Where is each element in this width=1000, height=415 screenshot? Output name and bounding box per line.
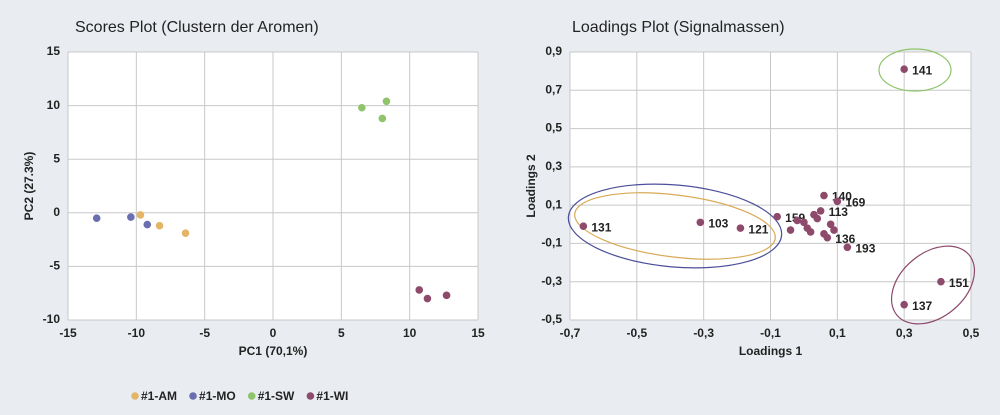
y-tick-label: -0,3 [541, 274, 562, 288]
point [736, 224, 745, 232]
point [92, 214, 101, 222]
point [378, 114, 387, 123]
x-tick-label: -0,5 [626, 326, 647, 340]
point-label: 169 [845, 195, 865, 209]
legend-label: #1-SW [258, 389, 295, 403]
point [696, 218, 705, 227]
legend-marker [306, 392, 315, 400]
point [830, 226, 838, 234]
point-label: 141 [912, 63, 932, 77]
chart-title: Scores Plot (Clustern der Aromen) [75, 19, 319, 36]
point [773, 212, 781, 221]
x-tick-label: 15 [471, 326, 485, 340]
point-label: 121 [748, 222, 768, 236]
legend-marker [247, 392, 256, 400]
point [816, 207, 825, 215]
point [786, 226, 795, 234]
point [382, 97, 391, 106]
cluster-ellipse [890, 245, 976, 325]
point [423, 294, 432, 303]
y-tick-label: -0,1 [541, 236, 562, 250]
point [143, 220, 152, 229]
x-tick-label: 10 [403, 326, 417, 340]
y-tick-label: 0,9 [545, 44, 562, 58]
point [810, 210, 818, 219]
point [181, 229, 190, 237]
y-tick-label: 0,7 [545, 82, 562, 96]
point [826, 220, 835, 229]
point [937, 277, 945, 286]
point [793, 216, 802, 225]
y-tick-label: 0,3 [545, 159, 562, 173]
legend-label: #1-AM [141, 389, 177, 403]
point-label: 113 [829, 205, 849, 219]
point-label: 103 [708, 217, 728, 231]
x-tick-label: -0,7 [560, 326, 581, 340]
point-label: 131 [591, 220, 611, 234]
legend-marker [131, 392, 139, 400]
y-tick-label: 10 [47, 98, 61, 112]
point [900, 300, 908, 309]
x-tick-label: -0,3 [693, 326, 714, 340]
point [127, 213, 135, 221]
legend-label: #1-MO [199, 389, 236, 403]
y-tick-label: -0,5 [541, 312, 562, 326]
legend-marker [189, 392, 197, 400]
point [136, 211, 145, 219]
x-tick-label: 5 [338, 326, 345, 340]
x-tick-label: -10 [128, 326, 146, 340]
y-tick-label: 5 [53, 151, 60, 165]
point [820, 230, 828, 238]
point [579, 222, 588, 230]
point [155, 221, 164, 230]
cluster-ellipse [574, 192, 776, 260]
y-axis-label: Loadings 2 [524, 154, 538, 218]
x-axis-label: PC1 (70,1%) [239, 344, 308, 358]
point-label: 193 [855, 241, 875, 255]
y-axis-label: PC2 (27.3%) [22, 152, 36, 221]
point [843, 243, 852, 252]
x-tick-label: -0,1 [760, 326, 781, 340]
x-tick-label: -5 [199, 326, 210, 340]
point [442, 291, 451, 300]
point [820, 191, 828, 200]
y-tick-label: 0,5 [545, 121, 562, 135]
y-tick-label: 0,1 [545, 197, 562, 211]
point [415, 286, 424, 294]
point-label: 136 [835, 232, 855, 246]
y-tick-label: 0 [53, 205, 60, 219]
point [900, 65, 908, 74]
x-tick-label: 0 [270, 326, 277, 340]
point [803, 224, 812, 232]
point-label: 151 [949, 276, 969, 290]
point [800, 218, 808, 227]
legend-label: #1-WI [316, 389, 348, 403]
point-label: 137 [912, 299, 932, 313]
chart-title: Loadings Plot (Signalmassen) [572, 19, 785, 36]
point [833, 197, 842, 206]
cluster-ellipse [567, 183, 783, 269]
x-tick-label: 0,3 [896, 326, 913, 340]
y-tick-label: -10 [43, 312, 61, 326]
x-tick-label: -15 [59, 326, 77, 340]
cluster-ellipse [878, 48, 952, 92]
x-tick-label: 0,1 [829, 326, 846, 340]
y-tick-label: -5 [49, 259, 60, 273]
y-tick-label: 15 [47, 44, 61, 58]
point [358, 103, 366, 112]
x-tick-label: 0,5 [963, 326, 980, 340]
x-axis-label: Loadings 1 [739, 344, 803, 358]
